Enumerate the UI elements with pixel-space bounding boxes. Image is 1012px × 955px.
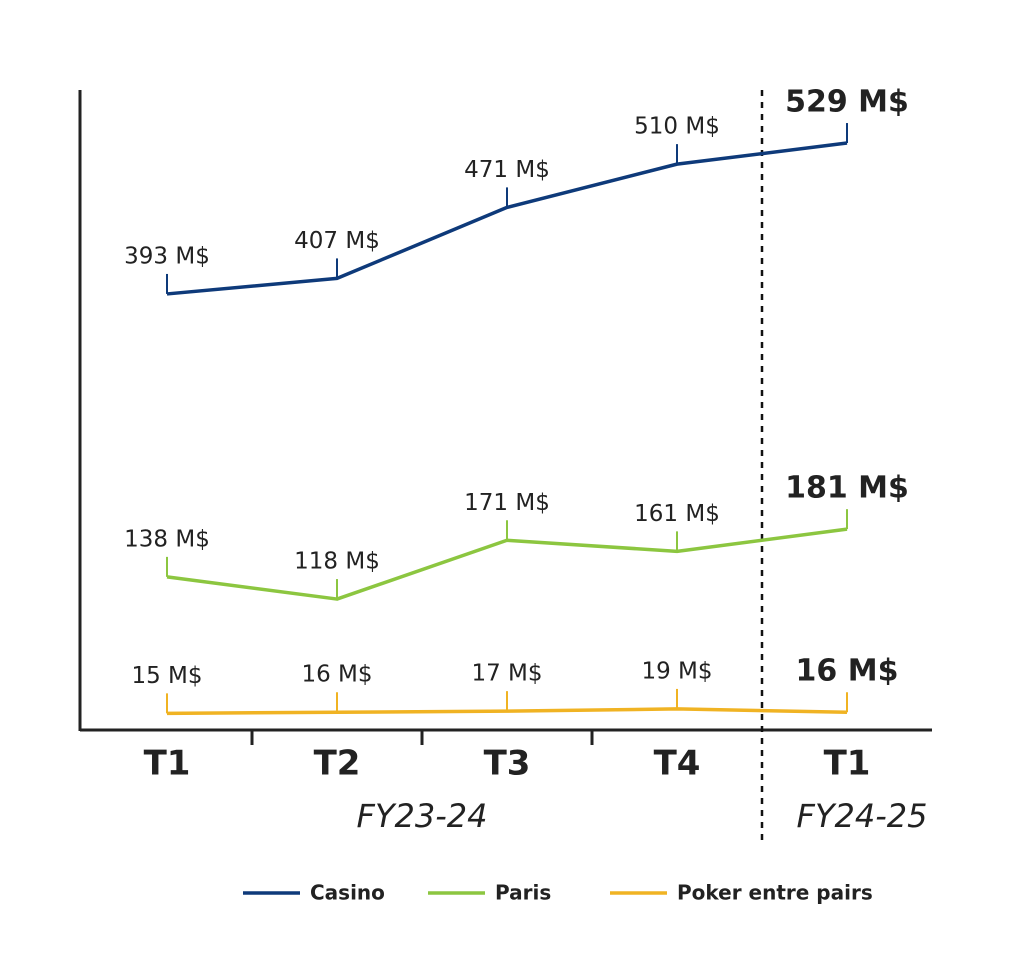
data-label: 510 M$ — [634, 114, 720, 140]
data-label: 138 M$ — [124, 526, 210, 552]
data-label: 471 M$ — [464, 157, 550, 183]
group-label: FY23-24 — [357, 797, 488, 835]
data-label: 17 M$ — [471, 661, 542, 687]
legend-label: Paris — [495, 881, 551, 905]
data-label: 181 M$ — [785, 471, 909, 506]
x-tick-label: T1 — [144, 744, 191, 784]
x-tick-label: T1 — [824, 744, 871, 784]
data-label: 161 M$ — [634, 501, 720, 527]
legend-label: Casino — [310, 881, 385, 905]
data-label: 529 M$ — [785, 85, 909, 120]
data-label: 19 M$ — [641, 658, 712, 684]
data-label: 118 M$ — [294, 549, 380, 575]
data-label: 393 M$ — [124, 243, 210, 269]
x-tick-label: T4 — [654, 744, 701, 784]
group-label: FY24-25 — [797, 797, 928, 835]
data-label: 15 M$ — [131, 663, 202, 689]
legend-label: Poker entre pairs — [677, 881, 873, 905]
x-tick-label: T2 — [314, 744, 361, 784]
data-label: 171 M$ — [464, 490, 550, 516]
x-tick-label: T3 — [484, 744, 531, 784]
data-label: 16 M$ — [796, 654, 899, 689]
data-label: 407 M$ — [294, 228, 380, 254]
data-label: 16 M$ — [301, 662, 372, 688]
